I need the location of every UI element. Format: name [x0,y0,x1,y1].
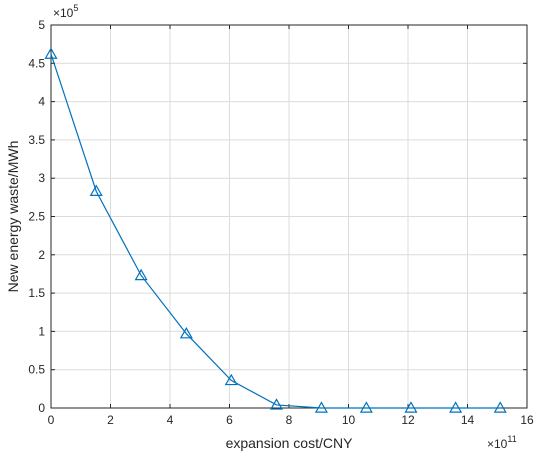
x-axis-exponent: ×1011 [487,434,517,451]
data-point-marker [89,184,103,196]
x-tick-label: 14 [461,413,475,427]
y-tick-label: 3.5 [28,133,45,147]
data-point-marker [359,401,373,413]
y-tick-label: 1.5 [28,286,45,300]
x-tick-label: 10 [342,413,356,427]
y-axis-exponent: ×105 [53,3,78,20]
y-exponent-power: 5 [73,3,78,13]
data-point-marker [404,401,418,413]
grid [51,25,527,408]
y-tick-label: 3 [38,171,45,185]
x-axis-label: expansion cost/CNY [226,435,354,451]
ticks: 0 2 4 6 8 10 12 14 16 0 0.5 1 1.5 2 2.5 3 3.5 4 4.5 5 [28,18,534,427]
x-tick-label: 8 [286,413,293,427]
series [44,47,507,413]
x-tick-label: 2 [107,413,114,427]
data-point-marker [493,401,507,413]
y-exponent-base: ×10 [53,6,74,20]
x-tick-label: 6 [226,413,233,427]
x-tick-label: 16 [520,413,534,427]
data-point-marker [269,398,284,410]
y-tick-label: 1 [38,324,45,338]
y-tick-label: 5 [38,18,45,32]
y-tick-label: 0 [38,401,45,415]
y-tick-label: 0.5 [28,363,45,377]
x-tick-label: 12 [401,413,415,427]
data-point-marker [449,401,463,413]
x-exponent-power: 11 [507,434,516,444]
data-point-marker [179,326,193,339]
y-tick-label: 2.5 [28,210,45,224]
data-point-marker [134,268,148,281]
data-point-marker [314,401,328,413]
x-tick-label: 4 [167,413,174,427]
y-tick-label: 4.5 [28,56,45,70]
y-tick-label: 4 [38,95,45,109]
x-tick-label: 0 [48,413,55,427]
y-tick-label: 2 [38,248,45,262]
data-point-marker [224,373,238,386]
x-exponent-base: ×10 [487,437,508,451]
series-line [50,53,501,409]
y-axis-label: New energy waste/MWh [5,141,21,293]
data-point-marker [44,47,58,59]
